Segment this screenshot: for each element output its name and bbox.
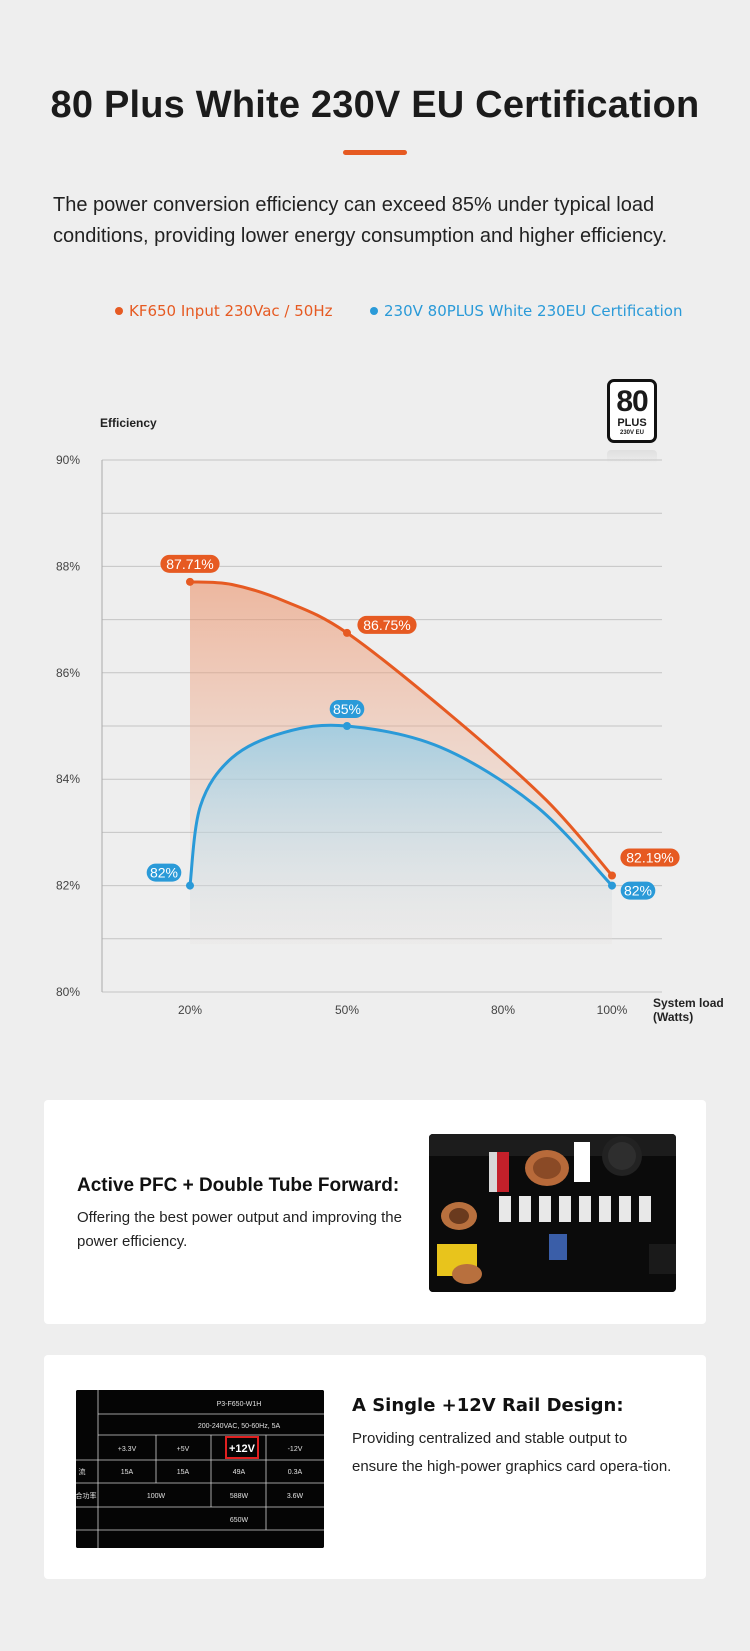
pfc-title: Active PFC + Double Tube Forward: — [77, 1175, 400, 1196]
spec-row-power-label: 合功率 — [76, 1491, 97, 1500]
intro-text: The power conversion efficiency can exce… — [53, 194, 668, 247]
data-point — [343, 722, 351, 730]
area-80plus — [190, 725, 612, 945]
x-tick-label: 20% — [178, 1003, 202, 1017]
legend-item-80plus: 230V 80PLUS White 230EU Certification — [370, 302, 682, 320]
data-label-bg — [357, 615, 417, 634]
spec-current-12: 49A — [233, 1469, 246, 1476]
rail-title: A Single +12V Rail Design: — [352, 1395, 624, 1416]
pcb-photo — [429, 1134, 676, 1292]
y-tick-label: 88% — [56, 559, 80, 573]
spec-rail-12: +12V — [229, 1443, 256, 1455]
spec-label: P3-F650-W1H 200-240VAC, 50-60Hz, 5A +3.3… — [76, 1390, 324, 1548]
efficiency-chart: Efficiency 90% 88% 86% 84% 82% 80% 20% 50% 80% 100… — [56, 416, 724, 1024]
x-axis-title: System load — [653, 996, 724, 1010]
legend-label-kf650: KF650 Input 230Vac / 50Hz — [129, 302, 333, 320]
y-tick-label: 84% — [56, 772, 80, 786]
pfc-card: Active PFC + Double Tube Forward: Offeri… — [44, 1100, 706, 1324]
rail-text: Providing centralized and stable output … — [352, 1430, 672, 1475]
80plus-logo: 80 PLUS 230V EU — [607, 379, 657, 443]
spec-power-neg12: 3.6W — [287, 1493, 304, 1500]
logo-80: 80 — [616, 385, 648, 418]
data-label: 85% — [333, 701, 361, 717]
x-tick-label: 80% — [491, 1003, 515, 1017]
rail-card: P3-F650-W1H 200-240VAC, 50-60Hz, 5A +3.3… — [44, 1355, 706, 1579]
spec-row-current-label: 流 — [79, 1467, 86, 1476]
spec-current-5: 15A — [177, 1469, 190, 1476]
data-point — [608, 871, 616, 880]
spec-rail-33: +3.3V — [118, 1446, 137, 1453]
line-80plus — [188, 723, 614, 887]
x-tick-label: 100% — [597, 1003, 628, 1017]
y-tick-label: 86% — [56, 666, 80, 680]
spec-input: 200-240VAC, 50-60Hz, 5A — [198, 1423, 281, 1430]
data-label-bg — [329, 700, 365, 718]
data-point — [186, 577, 194, 586]
x-tick-label: 50% — [335, 1003, 359, 1017]
spec-current-33: 15A — [121, 1469, 134, 1476]
legend-label-80plus: 230V 80PLUS White 230EU Certification — [384, 302, 683, 320]
data-label: 87.71% — [166, 556, 213, 572]
chart-legend: KF650 Input 230Vac / 50Hz 230V 80PLUS Wh… — [0, 302, 750, 326]
legend-dot-orange — [115, 306, 123, 315]
x-axis-title-unit: (Watts) — [653, 1010, 693, 1024]
pfc-text: Offering the best power output and impro… — [77, 1209, 402, 1250]
spec-model: P3-F650-W1H — [217, 1401, 262, 1408]
data-label: 82.19% — [626, 849, 673, 865]
spec-total: 650W — [230, 1517, 249, 1524]
data-point — [608, 881, 616, 890]
legend-dot-blue — [370, 306, 378, 315]
y-tick-label: 82% — [56, 879, 80, 893]
pcb-illustration — [429, 1134, 676, 1292]
spec-rail-5: +5V — [177, 1446, 190, 1453]
data-point — [343, 628, 351, 637]
data-label-bg — [620, 881, 656, 900]
legend-item-kf650: KF650 Input 230Vac / 50Hz — [115, 302, 332, 320]
spec-table: P3-F650-W1H 200-240VAC, 50-60Hz, 5A +3.3… — [76, 1390, 324, 1548]
data-label: 82% — [150, 865, 178, 881]
y-axis-title: Efficiency — [100, 416, 157, 430]
spec-power-combined: 100W — [147, 1493, 166, 1500]
y-tick-label: 90% — [56, 453, 80, 467]
line-kf650 — [189, 580, 614, 877]
data-label: 82% — [624, 883, 652, 899]
spec-current-neg12: 0.3A — [288, 1469, 303, 1476]
data-point — [186, 881, 194, 890]
data-label-bg — [620, 848, 680, 867]
page-title: 80 Plus White 230V EU Certification — [50, 84, 700, 126]
title-underline — [343, 150, 407, 155]
logo-plus: PLUS — [617, 417, 647, 429]
spec-power-12: 588W — [230, 1493, 249, 1500]
spec-rail-neg12: -12V — [288, 1446, 303, 1453]
data-label-bg — [146, 863, 182, 882]
data-label: 86.75% — [363, 617, 410, 633]
logo-sub: 230V EU — [619, 430, 644, 436]
y-tick-label: 80% — [56, 985, 80, 999]
data-label-bg — [160, 554, 220, 573]
